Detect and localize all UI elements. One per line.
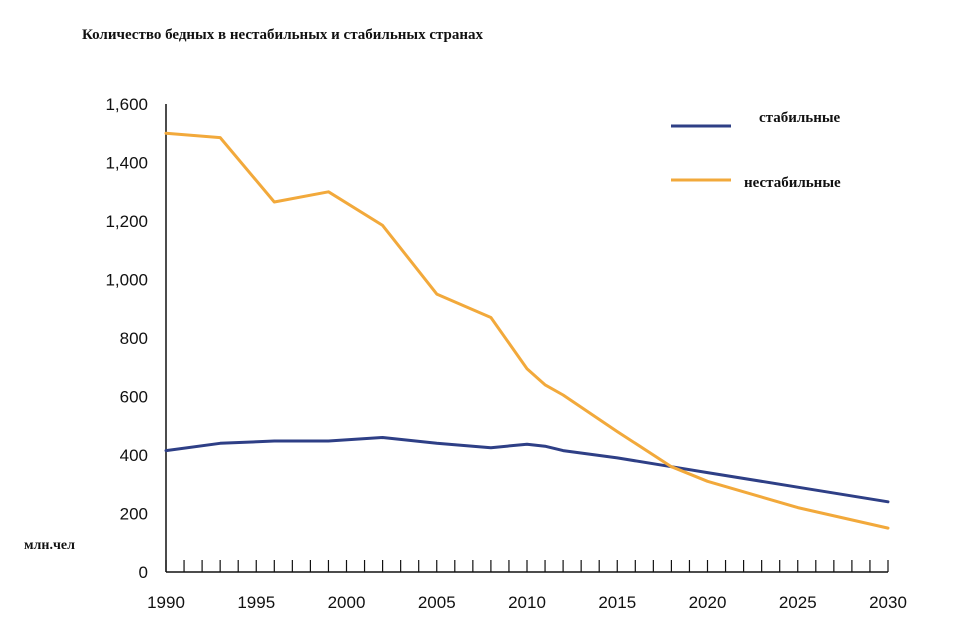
chart-title: Количество бедных в нестабильных и стаби… xyxy=(82,27,484,43)
legend-label-stable: стабильные xyxy=(759,110,841,126)
y-tick-label: 400 xyxy=(120,446,148,465)
x-minor-ticks xyxy=(165,560,889,572)
x-tick-labels: 1990 1995 2000 2005 2010 2015 2020 2025 2030 xyxy=(147,593,907,612)
y-tick-label: 0 xyxy=(139,563,148,582)
y-tick-labels: 0 200 400 600 800 1,000 1,200 1,400 1,600 xyxy=(105,95,148,582)
x-tick-label: 2025 xyxy=(779,593,817,612)
series-lines xyxy=(164,131,890,530)
y-tick-label: 1,200 xyxy=(105,212,148,231)
legend: стабильные нестабильные xyxy=(671,110,841,191)
y-tick-label: 1,000 xyxy=(105,271,148,290)
x-tick-label: 1995 xyxy=(237,593,275,612)
y-tick-label: 600 xyxy=(120,388,148,407)
x-tick-label: 2000 xyxy=(328,593,366,612)
y-axis-label: млн.чел xyxy=(24,538,75,553)
y-tick-label: 1,600 xyxy=(105,95,148,114)
x-tick-label: 2010 xyxy=(508,593,546,612)
x-tick-label: 2015 xyxy=(598,593,636,612)
x-tick-label: 2005 xyxy=(418,593,456,612)
x-tick-label: 2020 xyxy=(689,593,727,612)
y-tick-label: 200 xyxy=(120,505,148,524)
series-line-stable xyxy=(164,436,890,504)
x-tick-label: 1990 xyxy=(147,593,185,612)
y-tick-label: 800 xyxy=(120,329,148,348)
x-tick-label: 2030 xyxy=(869,593,907,612)
series-line-unstable xyxy=(164,131,890,530)
legend-label-unstable: нестабильные xyxy=(744,175,841,191)
y-tick-label: 1,400 xyxy=(105,154,148,173)
